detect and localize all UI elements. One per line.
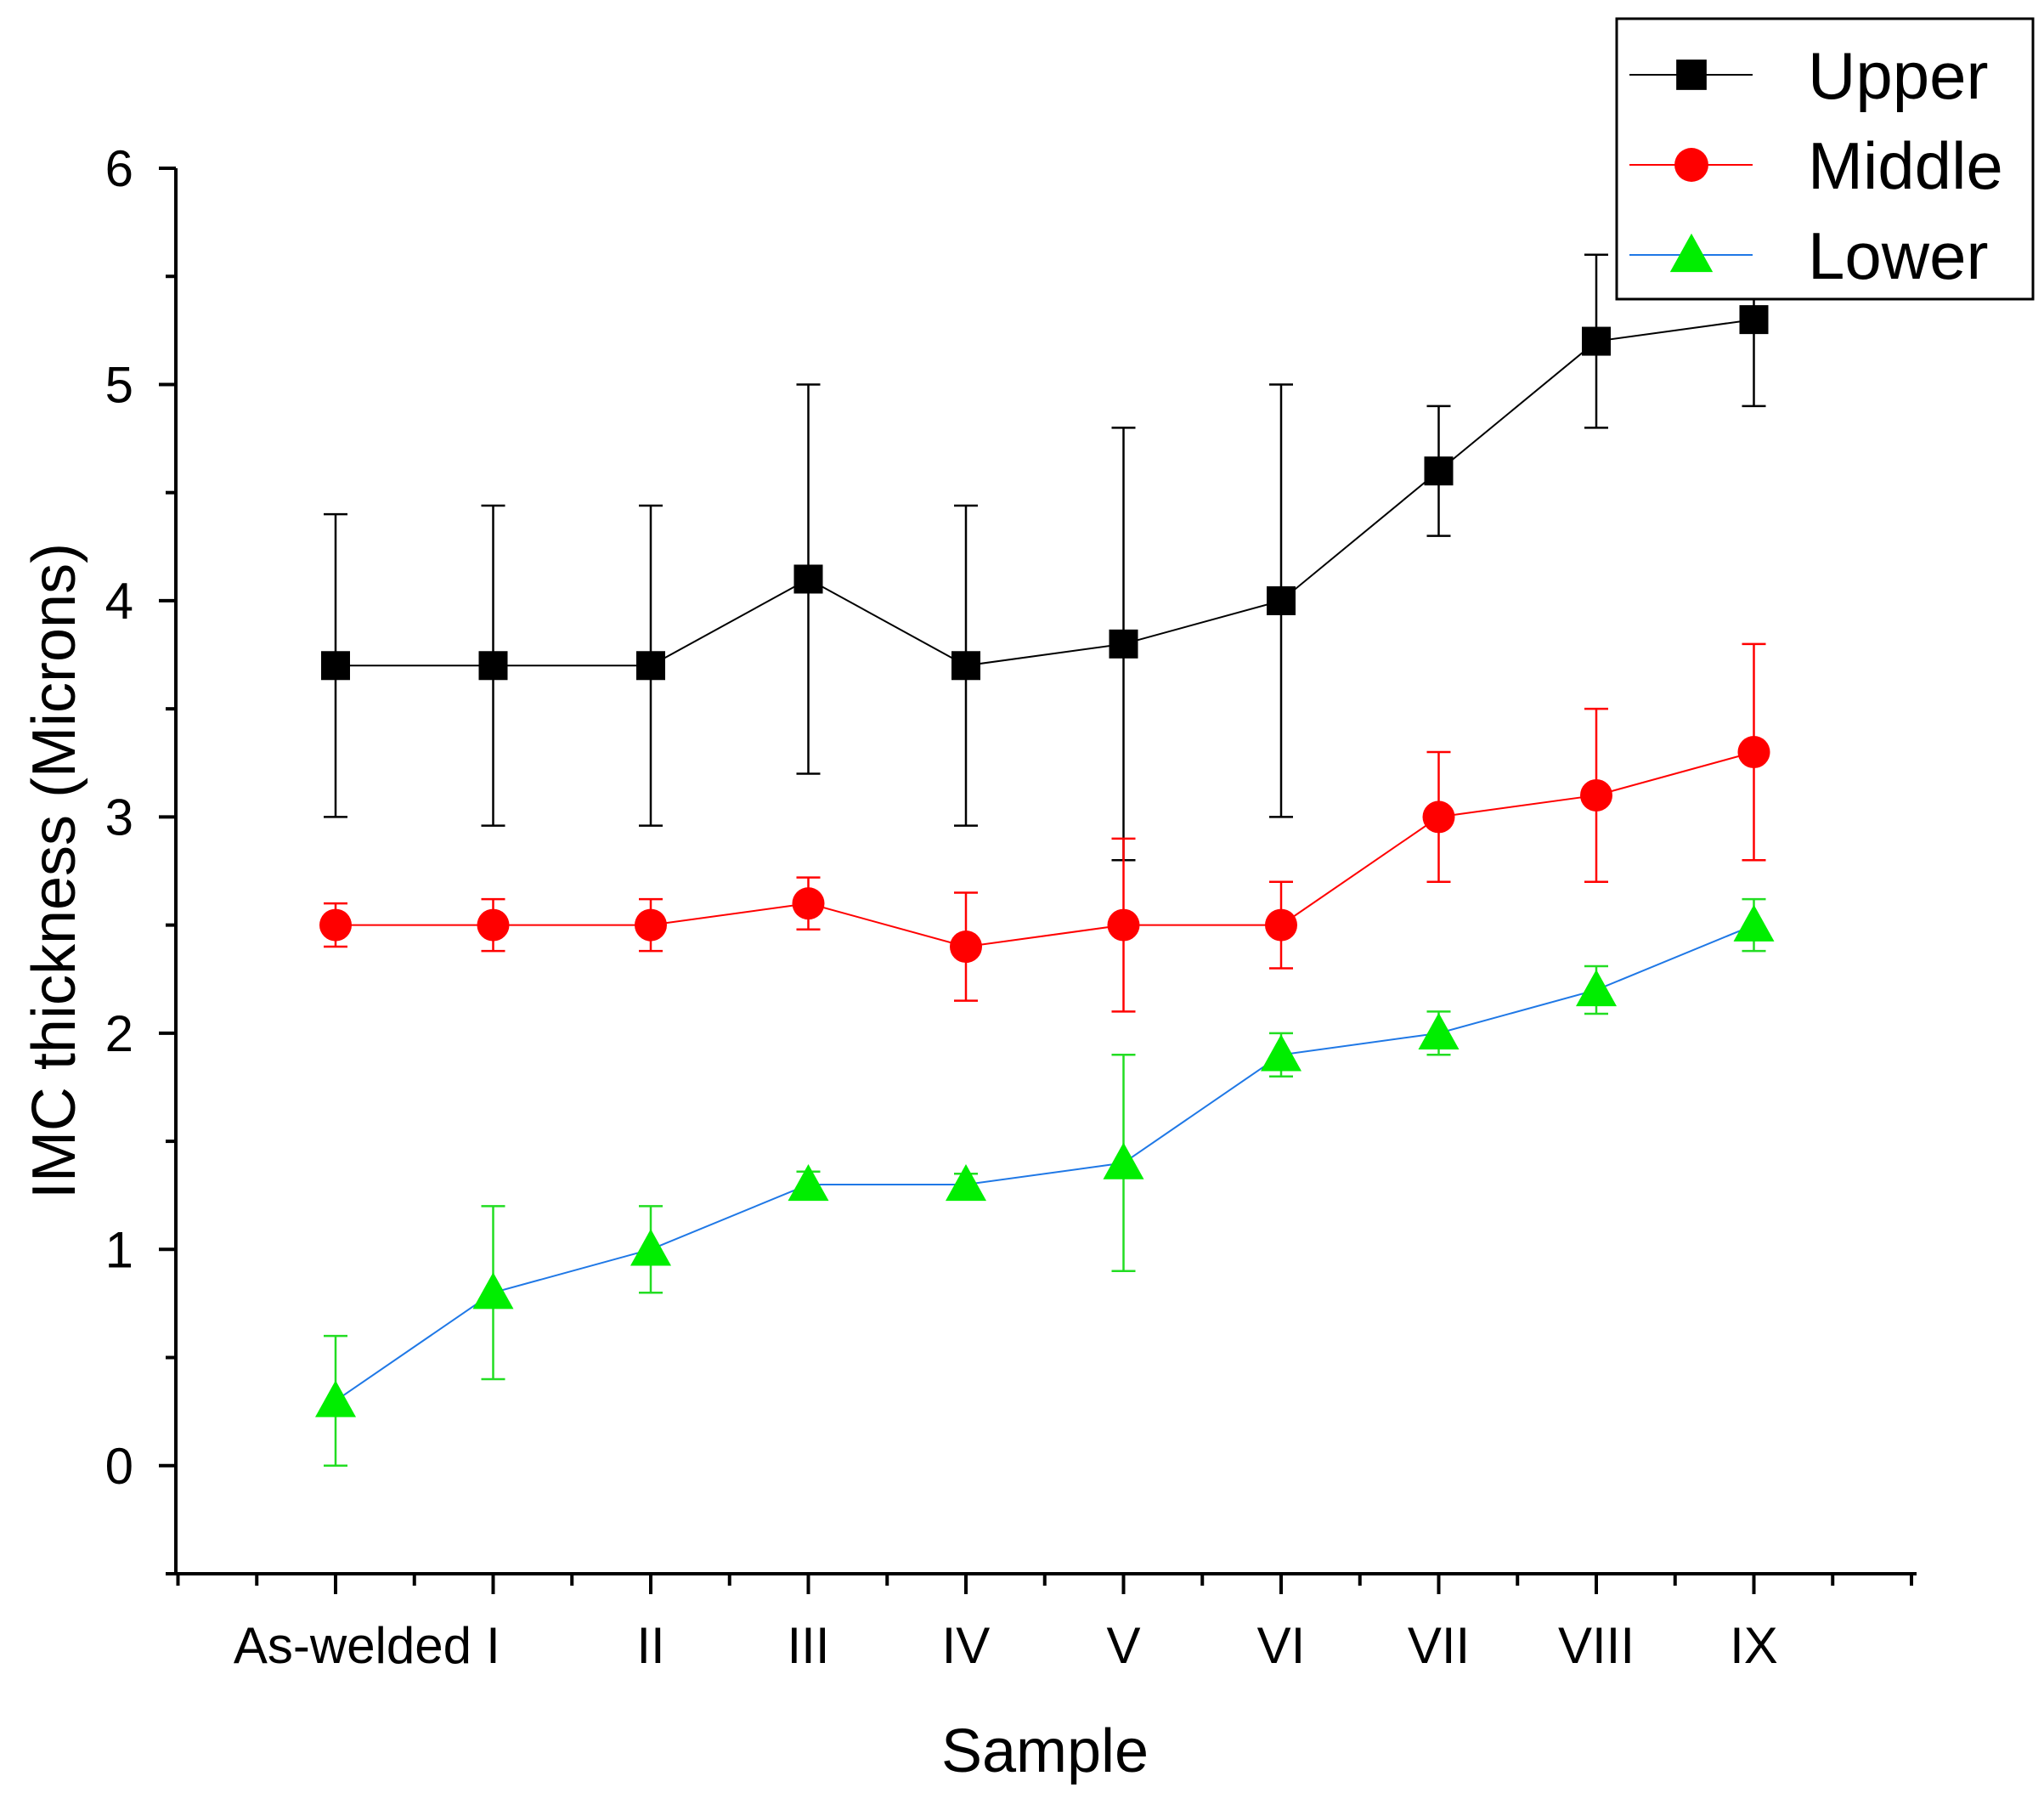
data-point-lower: [630, 1229, 671, 1266]
x-tick-label: II: [636, 1617, 664, 1674]
data-point-upper: [636, 651, 665, 681]
series-lower: [315, 897, 1775, 1468]
x-tick-label: VIII: [1558, 1617, 1635, 1674]
series-line-middle: [336, 751, 1754, 948]
data-point-middle: [319, 908, 352, 942]
data-point-lower: [1418, 1012, 1460, 1050]
data-point-upper: [478, 651, 508, 681]
series-line-lower: [335, 924, 1754, 1402]
data-point-middle: [1265, 908, 1297, 942]
legend-marker-middle: [1674, 148, 1708, 182]
data-point-lower: [788, 1163, 829, 1202]
y-tick-label: 5: [105, 356, 133, 413]
data-point-middle: [477, 908, 510, 942]
legend-label-middle: Middle: [1808, 128, 2003, 203]
legend-label-lower: Lower: [1808, 218, 1988, 293]
y-tick-label: 4: [105, 573, 133, 630]
data-point-upper: [793, 564, 823, 594]
plot-area: [315, 232, 1775, 1468]
data-point-lower: [1261, 1034, 1301, 1072]
x-tick-label: I: [486, 1617, 500, 1674]
series-middle: [319, 642, 1770, 1013]
y-tick-label: 3: [105, 789, 133, 846]
data-point-upper: [1582, 326, 1611, 356]
data-point-lower: [1733, 904, 1775, 942]
y-axis-title: IMC thickness (Microns): [20, 543, 88, 1199]
x-tick-label: III: [787, 1617, 829, 1674]
series-upper: [321, 232, 1769, 862]
legend-marker-lower: [1669, 233, 1714, 273]
data-point-middle: [1107, 908, 1140, 942]
y-tick-label: 0: [105, 1438, 133, 1495]
data-point-upper: [321, 651, 350, 681]
data-point-lower: [1103, 1142, 1144, 1179]
series-line-upper: [336, 319, 1754, 667]
x-tick-label: VII: [1408, 1617, 1470, 1674]
data-point-upper: [1267, 585, 1296, 615]
x-tick-label: VI: [1257, 1617, 1306, 1674]
x-tick-label: IV: [942, 1617, 991, 1674]
data-point-middle: [1737, 736, 1770, 769]
data-point-middle: [950, 930, 982, 964]
data-point-lower: [315, 1380, 356, 1417]
x-axis-title: Sample: [941, 1717, 1149, 1785]
data-point-upper: [1424, 456, 1454, 486]
legend-marker-upper: [1676, 59, 1707, 90]
data-point-upper: [1739, 305, 1769, 335]
data-point-middle: [635, 908, 667, 942]
data-point-lower: [1576, 969, 1617, 1007]
legend: Upper Middle Lower: [1615, 17, 2035, 301]
y-tick-label: 2: [105, 1005, 133, 1062]
data-point-lower: [472, 1272, 514, 1309]
data-point-lower: [946, 1163, 986, 1202]
y-tick-label: 6: [105, 140, 133, 197]
data-point-middle: [792, 887, 825, 920]
x-tick-label: IX: [1730, 1617, 1778, 1674]
data-point-middle: [1580, 778, 1612, 812]
data-point-upper: [1109, 629, 1138, 659]
y-tick-label: 1: [105, 1221, 133, 1278]
data-point-upper: [951, 651, 980, 681]
legend-label-upper: Upper: [1808, 38, 1988, 113]
x-tick-label: V: [1106, 1617, 1140, 1674]
x-tick-label: As-welded: [234, 1617, 471, 1674]
data-point-middle: [1422, 800, 1455, 834]
